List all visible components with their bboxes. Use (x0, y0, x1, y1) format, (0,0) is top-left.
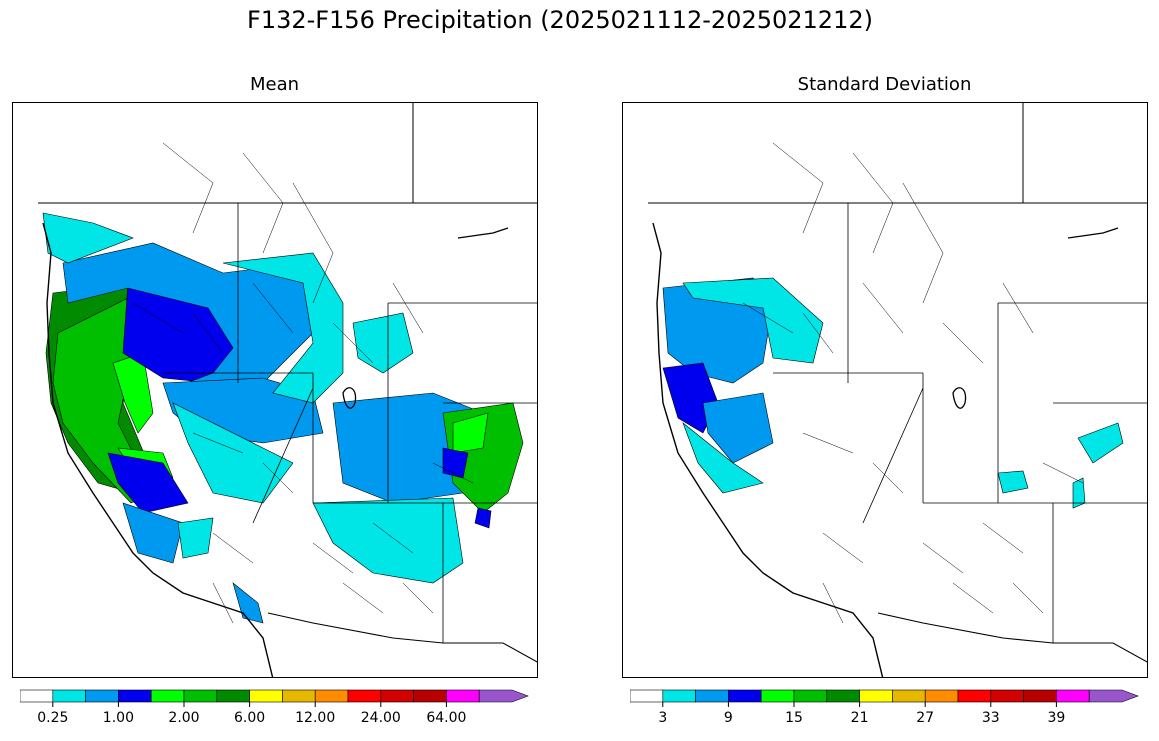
stddev-precip-fill (662, 277, 1124, 509)
colorbar-segment (216, 689, 250, 703)
stddev-coastline (652, 222, 884, 677)
colorbar-segment (892, 689, 926, 703)
mean-coastline (42, 222, 274, 677)
colorbar-tick-label: 2.00 (168, 710, 200, 726)
mean-fill-cyan-5 (352, 312, 414, 374)
colorbar-segment (1088, 689, 1139, 703)
colorbar-segment (118, 689, 152, 703)
mean-fill-blue-2 (107, 452, 189, 514)
mean-mexico-border (267, 612, 537, 663)
colorbar-segment (19, 689, 54, 703)
mean-basemap-lines (38, 103, 537, 677)
stddev-state-lines (773, 203, 1147, 643)
stddev-great-salt-lake (952, 387, 967, 409)
mean-fill-bright-green-east (452, 412, 489, 454)
colorbar-segment (760, 689, 795, 703)
colorbar-tick-label: 9 (723, 710, 733, 726)
mean-fill-cyan-6 (177, 517, 214, 559)
colorbar-segment (52, 689, 86, 703)
stddev-fill-cyan-2 (682, 422, 764, 494)
colorbar-stddev: 3 9 15 21 27 33 39 (629, 688, 1142, 738)
colorbar-segment (1056, 689, 1090, 703)
stddev-fill-cyan-3 (997, 470, 1029, 494)
colorbar-segment (924, 689, 959, 703)
mean-fill-cyan-3 (172, 402, 294, 504)
mean-lake-winnipeg-shore (457, 227, 509, 239)
mean-fill-light-blue-5 (232, 582, 264, 624)
colorbar-tick-label: 6.00 (234, 710, 266, 726)
colorbar-segment (413, 689, 447, 703)
colorbar-segment (629, 689, 664, 703)
colorbar-tick-label: 1.00 (102, 710, 134, 726)
colorbar-segment (380, 689, 414, 703)
panel-title-stddev: Standard Deviation (797, 74, 972, 95)
stddev-lake-winnipeg-shore (1067, 227, 1119, 239)
colorbar-segment (347, 689, 382, 703)
mean-state-lines (163, 203, 537, 643)
colorbar-segment (1023, 689, 1057, 703)
mean-fill-cyan (42, 212, 134, 264)
colorbar-tick-label: 64.00 (426, 710, 467, 726)
colorbar-tick-label: 15 (785, 710, 803, 726)
stddev-fill-cyan-4 (1077, 422, 1124, 464)
colorbar-segment (859, 689, 893, 703)
colorbar-segment (85, 689, 119, 703)
colorbar-segment (150, 689, 185, 703)
colorbar-tick-label: 21 (850, 710, 869, 726)
colorbar-segment (695, 689, 729, 703)
colorbar-segment (957, 689, 992, 703)
colorbar-segment (662, 689, 696, 703)
mean-great-salt-lake (342, 387, 357, 409)
colorbar-segment (183, 689, 218, 703)
colorbar-mean: 0.25 1.00 2.00 6.00 12.00 24.00 64.00 (19, 688, 532, 738)
colorbar-segment (249, 689, 283, 703)
colorbar-segment (990, 689, 1024, 703)
map-stddev (622, 102, 1148, 678)
colorbar-tick-label: 0.25 (37, 710, 69, 726)
colorbar-tick-label: 24.00 (360, 710, 401, 726)
stddev-fill-cyan-5 (1072, 477, 1086, 509)
stddev-fill-light-blue-2 (702, 392, 774, 464)
colorbar-segment (728, 689, 762, 703)
colorbar-segment (314, 689, 349, 703)
stddev-fill-cyan (682, 277, 824, 364)
colorbar-tick-label: 27 (916, 710, 935, 726)
panel-title-mean: Mean (249, 74, 300, 95)
colorbar-tick-label: 12.00 (295, 710, 336, 726)
colorbar-segment (478, 689, 529, 703)
stddev-mexico-border (877, 612, 1147, 663)
colorbar-tick-label: 3 (658, 710, 668, 726)
colorbar-tick-label: 39 (1047, 710, 1066, 726)
colorbar-tick-label: 33 (981, 710, 1000, 726)
mean-fill-cyan-4 (312, 497, 464, 584)
colorbar-segment (826, 689, 860, 703)
map-mean (12, 102, 538, 678)
colorbar-segment (282, 689, 316, 703)
mean-fill-light-blue-4 (122, 502, 184, 564)
colorbar-segment (793, 689, 828, 703)
figure-title: F132-F156 Precipitation (2025021112-2025… (247, 6, 873, 34)
mean-precip-fill (42, 212, 524, 624)
mean-fill-blue-east-2 (474, 507, 492, 529)
colorbar-segment (446, 689, 480, 703)
mean-basin-lines (132, 142, 474, 624)
stddev-basemap-lines (648, 103, 1147, 677)
stddev-basin-lines (742, 142, 1084, 624)
